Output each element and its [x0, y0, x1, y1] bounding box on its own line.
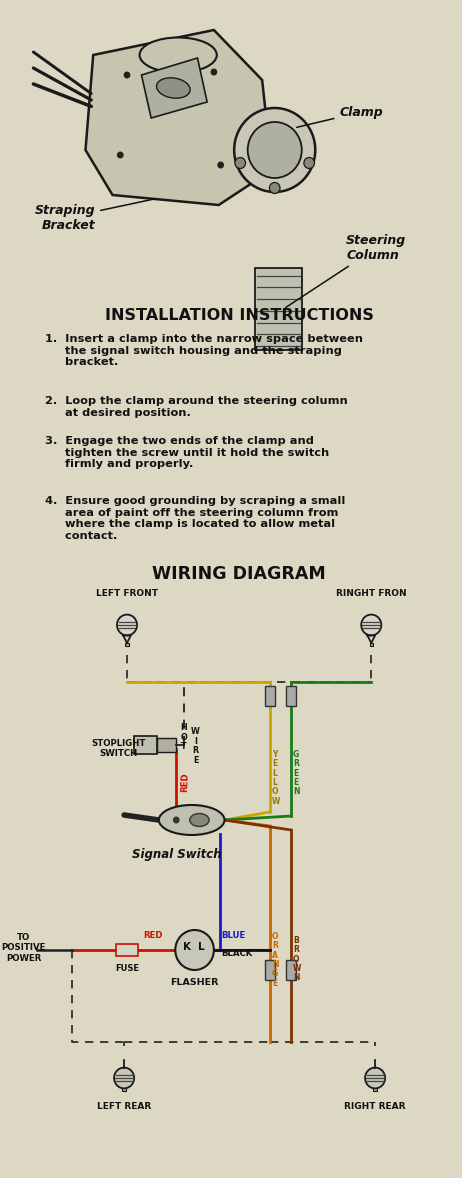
Circle shape	[117, 615, 137, 635]
Circle shape	[234, 108, 315, 192]
Text: FUSE: FUSE	[115, 964, 139, 973]
Text: TO
POSITIVE
POWER: TO POSITIVE POWER	[1, 933, 46, 962]
Text: RIGHT REAR: RIGHT REAR	[344, 1101, 406, 1111]
Bar	[134, 736, 157, 754]
Text: Straping
Bracket: Straping Bracket	[35, 199, 156, 232]
Text: K: K	[183, 942, 191, 952]
Text: RED: RED	[143, 931, 163, 940]
Text: Clamp: Clamp	[297, 106, 383, 127]
Text: WIRING DIAGRAM: WIRING DIAGRAM	[152, 565, 326, 583]
Text: 1.  Insert a clamp into the narrow space between
     the signal switch housing : 1. Insert a clamp into the narrow space …	[45, 335, 363, 368]
Circle shape	[248, 123, 302, 178]
Circle shape	[304, 158, 315, 168]
Text: LEFT FRONT: LEFT FRONT	[96, 589, 158, 598]
Text: Y
E
L
L
O
W: Y E L L O W	[272, 750, 280, 806]
Circle shape	[235, 158, 245, 168]
Bar	[265, 686, 275, 706]
Text: Steering
Column: Steering Column	[286, 234, 407, 307]
Ellipse shape	[157, 78, 190, 98]
Circle shape	[175, 929, 214, 969]
Bar	[286, 686, 296, 706]
Text: G
R
E
E
N: G R E E N	[293, 750, 299, 796]
Bar	[373, 1088, 377, 1091]
Bar	[286, 960, 296, 980]
Circle shape	[124, 72, 130, 79]
Ellipse shape	[140, 38, 217, 73]
Circle shape	[365, 1067, 385, 1088]
Text: W
I
R
E: W I R E	[191, 727, 200, 765]
Circle shape	[114, 1067, 134, 1088]
Bar	[157, 737, 176, 752]
Bar	[255, 269, 302, 350]
Bar	[116, 944, 138, 957]
Polygon shape	[141, 58, 207, 118]
Text: BLUE: BLUE	[222, 931, 246, 940]
Circle shape	[217, 161, 224, 168]
Text: H
O
T: H O T	[181, 723, 188, 752]
Text: FLASHER: FLASHER	[170, 978, 219, 987]
Text: Signal Switch: Signal Switch	[132, 848, 221, 861]
Text: BLACK: BLACK	[222, 949, 253, 958]
Text: STOPLIGHT
SWITCH: STOPLIGHT SWITCH	[91, 739, 146, 759]
Circle shape	[117, 152, 124, 159]
Polygon shape	[85, 29, 272, 205]
Bar	[125, 643, 129, 646]
Ellipse shape	[190, 814, 209, 827]
Text: RED: RED	[180, 772, 190, 792]
Text: 2.  Loop the clamp around the steering column
     at desired position.: 2. Loop the clamp around the steering co…	[45, 396, 348, 417]
Circle shape	[211, 68, 217, 75]
Circle shape	[269, 183, 280, 193]
Text: B
R
O
W
N: B R O W N	[293, 937, 301, 982]
Circle shape	[361, 615, 381, 635]
Text: INSTALLATION INSTRUCTIONS: INSTALLATION INSTRUCTIONS	[104, 307, 373, 323]
Ellipse shape	[159, 805, 225, 835]
Bar	[122, 1088, 126, 1091]
Text: RINGHT FRON: RINGHT FRON	[336, 589, 407, 598]
Text: O
R
A
N
G
E: O R A N G E	[272, 932, 278, 987]
Text: LEFT REAR: LEFT REAR	[97, 1101, 151, 1111]
Bar	[265, 960, 275, 980]
Text: L: L	[199, 942, 205, 952]
Text: 3.  Engage the two ends of the clamp and
     tighten the screw until it hold th: 3. Engage the two ends of the clamp and …	[45, 436, 329, 469]
Circle shape	[173, 816, 180, 823]
Bar	[370, 643, 373, 646]
Text: 4.  Ensure good grounding by scraping a small
     area of paint off the steerin: 4. Ensure good grounding by scraping a s…	[45, 496, 345, 541]
